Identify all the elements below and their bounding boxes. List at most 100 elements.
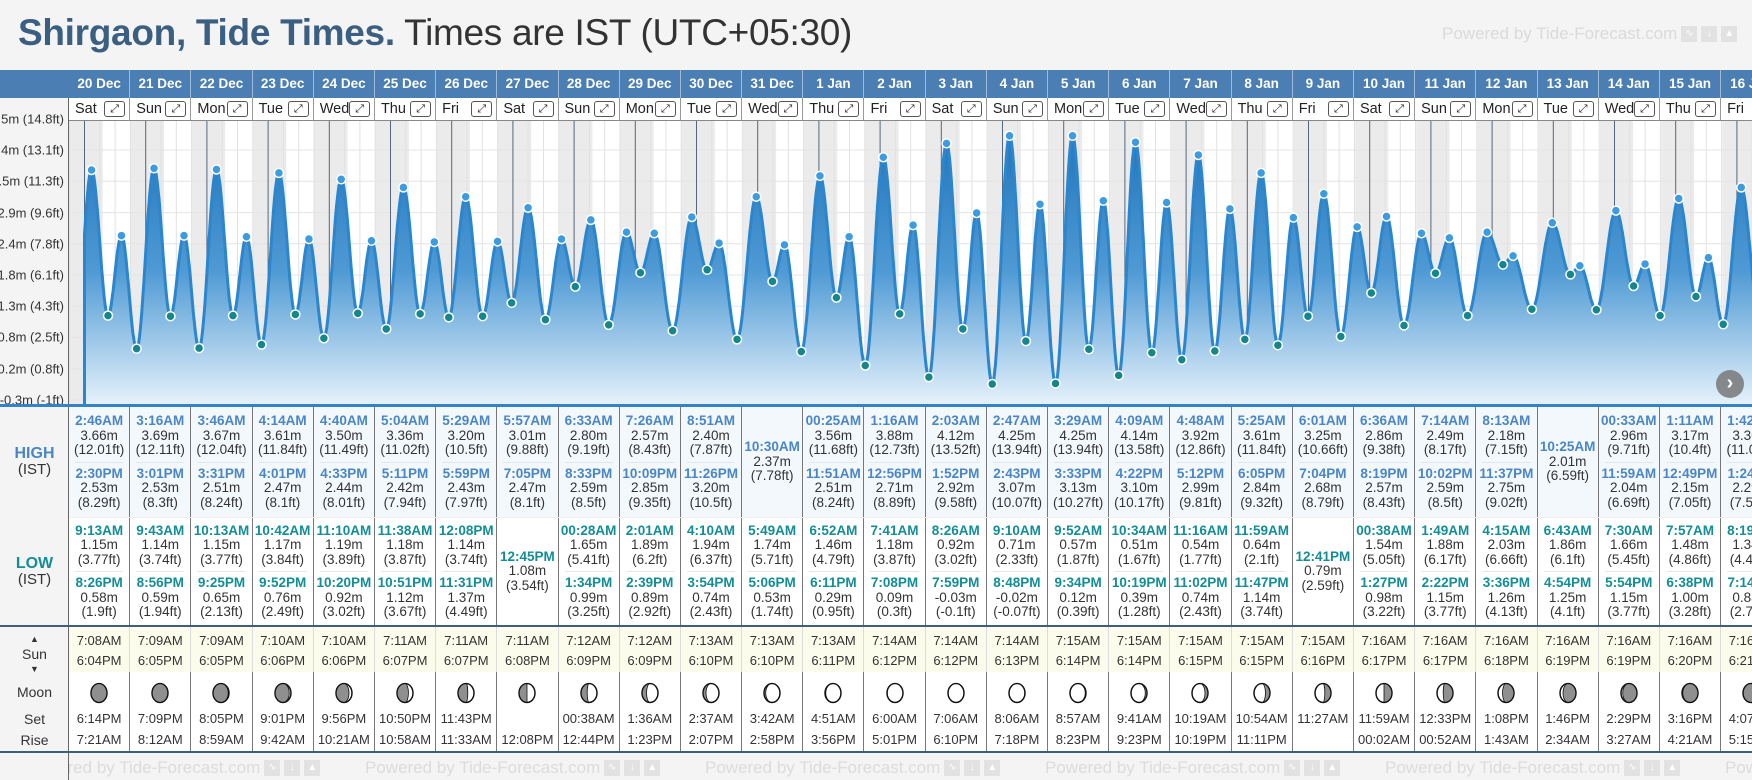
low-tide-height-m: 1.14m — [141, 537, 180, 552]
low-tide-point — [860, 360, 871, 371]
expand-day-icon[interactable]: ⤢ — [1205, 101, 1227, 117]
powered-by-text: Powered by Tide-Forecast.com — [1442, 24, 1678, 43]
high-tide-entry: 4:40AM 3.50m (11.49ft) — [314, 413, 374, 458]
sun-label: ▲ Sun ▼ — [0, 633, 69, 675]
low-tide-entry: 11:10AM 1.19m (3.89ft) — [314, 523, 374, 568]
powered-by-link[interactable]: Powered by Tide-Forecast.com ∿ ↓ ▲ — [1442, 24, 1738, 44]
low-tide-height-m: 0.53m — [753, 589, 791, 605]
low-tide-time: 2:22PM — [1421, 575, 1469, 590]
scroll-right-button[interactable]: › — [1716, 370, 1744, 398]
low-tide-entry: 6:52AM 1.46m (4.79ft) — [803, 523, 863, 568]
row-labels-column: -0.3m (-1ft) 0.2m (0.8ft) 0.8m (2.5ft) 1.3m… — [0, 70, 69, 780]
weekday-label: Thu — [1665, 101, 1691, 117]
expand-day-icon[interactable]: ⤢ — [410, 101, 432, 117]
low-tide-point — [1628, 280, 1639, 292]
expand-day-icon[interactable]: ⤢ — [654, 101, 676, 117]
high-tide-entry: 7:04PM 2.68m (8.79ft) — [1293, 466, 1353, 511]
entry-divider — [1727, 571, 1752, 572]
weekday-label: Wed — [319, 101, 350, 117]
sunset-time: 6:05PM — [199, 653, 244, 668]
low-tide-time: 7:41AM — [870, 522, 919, 538]
high-tide-entry: 10:09PM 2.85m (9.35ft) — [620, 466, 680, 511]
high-tide-point — [86, 164, 97, 176]
expand-day-icon[interactable]: ⤢ — [838, 101, 860, 117]
expand-day-icon[interactable]: ⤢ — [1389, 101, 1411, 117]
high-tide-time: 00:25AM — [805, 413, 862, 428]
moon-cell: 8:05PM 8:59AM — [191, 672, 253, 751]
expand-day-icon[interactable]: ⤢ — [593, 101, 615, 117]
high-tide-height-ft: (12.01ft) — [73, 442, 125, 457]
tide-table-scroll-area[interactable]: 20 Dec 21 Dec 22 Dec 23 Dec 24 Dec 25 Dec 26 D… — [69, 70, 1752, 780]
expand-day-icon[interactable]: ⤢ — [471, 101, 493, 117]
expand-day-icon[interactable]: ⤢ — [1572, 101, 1594, 117]
expand-day-icon[interactable]: ⤢ — [1266, 101, 1288, 117]
low-tide-time: 1:49AM — [1421, 522, 1470, 538]
expand-day-icon[interactable]: ⤢ — [165, 101, 187, 117]
sun-cell: 7:10AM 6:06PM — [314, 627, 375, 672]
high-tide-entry: 1:42AM3.36m(11.02ft) — [1721, 413, 1752, 458]
high-tide-time: 4:40AM — [319, 413, 368, 428]
moon-outline — [763, 682, 781, 704]
low-tide-point — [540, 314, 551, 325]
date-header: 16 Jan — [1721, 70, 1752, 98]
moon-phase-icon — [1314, 682, 1332, 704]
expand-day-icon[interactable]: ⤢ — [287, 101, 309, 117]
high-tz: (IST) — [17, 461, 52, 478]
high-tide-height-m: 3.50m — [325, 427, 363, 443]
low-tide-height-m: 1.18m — [386, 537, 424, 552]
sunset-arrow-icon: ▼ — [30, 664, 39, 674]
sun-title: Sun — [22, 646, 47, 662]
moon-phase-icon — [641, 682, 659, 704]
high-tide-point — [1067, 130, 1078, 142]
low-tide-time: 11:38AM — [377, 522, 433, 538]
low-tide-point — [1690, 291, 1702, 302]
expand-day-icon[interactable]: ⤢ — [104, 101, 126, 117]
sunset-time: 6:17PM — [1361, 653, 1407, 668]
sun-cell: 7:16AM 6:20PM — [1660, 627, 1722, 672]
low-tide-time: 6:43AM — [1543, 522, 1592, 538]
moon-cell: 7:06AM 6:10PM — [926, 672, 987, 751]
low-tide-cell: 7:57AM 1.48m (4.86ft) 6:38PM 1.00m (3.28ft) — [1660, 518, 1722, 625]
sunrise-time: 7:09AM — [199, 633, 244, 648]
weekday-cell: Tue ⤢ — [253, 98, 314, 120]
expand-day-icon[interactable]: ⤢ — [532, 101, 554, 117]
low-tide-height-m: 1.00m — [1671, 589, 1709, 605]
high-tide-height-ft: (13.94ft) — [991, 442, 1043, 457]
low-tide-entry: 12:08PM 1.14m (3.74ft) — [436, 523, 496, 568]
high-tide-height-m: 2.75m — [1487, 480, 1526, 495]
expand-day-icon[interactable]: ⤢ — [1450, 101, 1472, 117]
low-tide-entry: 9:13AM 1.15m (3.77ft) — [69, 523, 129, 568]
expand-day-icon[interactable]: ⤢ — [899, 101, 921, 117]
high-tide-entry: 8:13AM 2.18m (7.15ft) — [1476, 413, 1536, 458]
moon-phase-icon — [1681, 682, 1699, 704]
expand-day-icon[interactable]: ⤢ — [1327, 101, 1349, 117]
expand-day-icon[interactable]: ⤢ — [226, 101, 248, 117]
moonset-time: 9:41AM — [1116, 711, 1162, 726]
low-tide-point — [443, 312, 455, 323]
tide-wave-icon: ∿ — [1284, 760, 1301, 776]
expand-day-icon[interactable]: ⤢ — [1695, 101, 1717, 117]
expand-day-icon[interactable]: ⤢ — [349, 101, 370, 117]
expand-day-icon[interactable]: ⤢ — [1634, 101, 1655, 117]
expand-day-icon[interactable]: ⤢ — [777, 101, 799, 117]
high-tide-height-ft: (11.84ft) — [258, 442, 308, 457]
moonset-time: 10:54AM — [1235, 711, 1288, 726]
moon-phase-icon — [1069, 682, 1087, 704]
tide-arrow-icon: ↓ — [1304, 760, 1321, 776]
expand-day-icon[interactable]: ⤢ — [1511, 101, 1533, 117]
low-tide-height-ft: (5.71ft) — [750, 551, 794, 567]
low-tide-height-m: 0.74m — [692, 589, 730, 605]
sunrise-time: 7:10AM — [321, 633, 367, 648]
expand-day-icon[interactable]: ⤢ — [1144, 101, 1166, 117]
expand-day-icon[interactable]: ⤢ — [716, 101, 738, 117]
expand-day-icon[interactable]: ⤢ — [1083, 101, 1105, 117]
low-tide-time: 7:08PM — [870, 575, 919, 590]
low-tide-time: 9:10AM — [992, 522, 1041, 538]
expand-day-icon[interactable]: ⤢ — [1022, 101, 1043, 117]
moonrise-time: 3:27AM — [1606, 732, 1652, 747]
weekday-cell: Fri ⤢ — [1293, 98, 1354, 120]
entry-divider — [809, 571, 858, 572]
sunrise-time: 7:10AM — [260, 633, 306, 648]
high-tide-height-ft: (13.94ft) — [1052, 442, 1104, 457]
expand-day-icon[interactable]: ⤢ — [960, 101, 982, 117]
